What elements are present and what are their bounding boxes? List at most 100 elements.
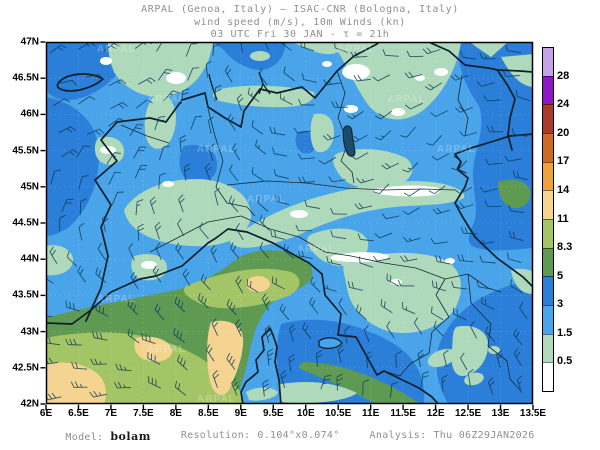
x-tick-label: 6.5E [68, 408, 89, 419]
contour-fill-lt05 [391, 108, 405, 116]
corsica-island [241, 328, 281, 404]
colorbar-segment [543, 190, 553, 220]
watermarks: ARPAL ARPAL ARPAL ARPAL ARPAL ARPAL ARPAL ARPAL… [97, 44, 475, 404]
wind-barbs [46, 42, 530, 401]
colorbar-tick-label: 28 [557, 69, 570, 82]
lake-maggiore [208, 73, 218, 101]
axis-ticks [40, 41, 534, 410]
x-tick-label: 13.5E [519, 408, 547, 419]
regional-border [149, 215, 502, 293]
colorbar-segment [543, 247, 553, 277]
lake-garda [342, 125, 356, 157]
contour-fill-11-14 [134, 336, 173, 362]
contour-fill-lt05 [342, 64, 370, 80]
colorbar-segment [543, 161, 553, 191]
contour-fill-05-15 [511, 268, 533, 294]
x-tick-label: 12.5E [454, 408, 482, 419]
contour-fill-lt05 [290, 210, 308, 218]
y-tick-label: 43N [20, 326, 39, 338]
elba-island [319, 337, 342, 349]
model-label: Model: [65, 432, 104, 443]
contour-fill-05-15 [310, 113, 334, 153]
contour-fill-lt05 [141, 261, 157, 269]
colorbar-tick-label: 11 [557, 212, 569, 225]
title-validtime: 03 UTC Fri 30 JAN - τ = 21h [210, 29, 390, 40]
colorbar-tick-label: 3 [557, 298, 564, 311]
contour-fill-lt05 [344, 105, 358, 113]
graticule [46, 42, 533, 404]
svg-text:ARPAL: ARPAL [97, 44, 136, 55]
contour-fill-05-15 [46, 245, 74, 276]
colorbar-tick-label: 14 [557, 183, 570, 196]
contour-fill-lt05 [415, 75, 425, 81]
y-tick-label: 44.5N [12, 217, 39, 229]
coastline-adriatic [454, 133, 533, 288]
svg-text:ARPAL: ARPAL [337, 44, 376, 55]
svg-text:ARPAL: ARPAL [147, 344, 186, 355]
contour-fill-lt05 [166, 72, 186, 84]
regional-border [207, 108, 256, 217]
regional-border [226, 180, 456, 191]
colorbar-segment [543, 276, 553, 306]
colorbar-tick-label: 24 [557, 98, 570, 111]
coastline-corsica [240, 327, 282, 404]
svg-text:ARPAL: ARPAL [247, 194, 286, 205]
footer-caption: Model: bolam Resolution: 0.104°x0.074° Ana… [0, 430, 600, 443]
x-tick-label: 11E [362, 408, 380, 419]
x-tick-label: 10.5E [325, 408, 352, 419]
figure-titles: ARPAL (Genoa, Italy) – ISAC-CNR (Bologna… [0, 4, 600, 42]
contour-fill-lt05 [434, 68, 448, 76]
colorbar-segment [543, 219, 553, 248]
colorbar-segment [543, 362, 553, 392]
colorbar-segment [543, 305, 553, 334]
y-tick-label: 44N [20, 253, 39, 265]
resolution-label: Resolution: [180, 430, 251, 441]
colorbar-segment [543, 48, 553, 76]
title-organizations: ARPAL (Genoa, Italy) – ISAC-CNR (Bologna… [141, 4, 459, 15]
colorbar-tick-label: 0.5 [557, 355, 573, 368]
contour-fill-05-15 [427, 348, 457, 368]
y-tick-label: 45.5N [12, 145, 39, 157]
svg-text:ARPAL: ARPAL [97, 294, 136, 305]
y-tick-label: 46.5N [12, 72, 39, 84]
wind-speed-map: ARPAL ARPAL ARPAL ARPAL ARPAL ARPAL ARPAL ARPAL… [40, 41, 534, 410]
colorbar-segment [543, 75, 553, 105]
contour-fill-11-14 [246, 276, 270, 292]
svg-text:ARPAL: ARPAL [147, 94, 186, 105]
contour-fill-05-15 [464, 372, 484, 386]
contour-fill-lt05 [445, 258, 455, 264]
y-tick-label: 42.5N [12, 362, 39, 374]
contour-fill-5-8 [498, 179, 531, 209]
national-border-slovenia [497, 70, 516, 151]
x-tick-label: 8.5E [198, 408, 219, 419]
contour-fill-lt05 [100, 57, 112, 65]
analysis-value: Thu 06Z29JAN2026 [433, 430, 535, 441]
contour-fill-5-8 [299, 362, 420, 404]
x-tick-label: 11.5E [390, 408, 416, 419]
y-tick-label: 46N [20, 108, 39, 120]
y-tick-label: 45N [20, 181, 39, 193]
colorbar [542, 47, 554, 392]
analysis-label: Analysis: [369, 430, 427, 441]
svg-text:ARPAL: ARPAL [297, 244, 336, 255]
x-tick-label: 13E [491, 408, 510, 419]
colorbar-segment [543, 333, 553, 363]
model-value: bolam [110, 430, 151, 443]
lake-geneva-outline [56, 73, 104, 92]
y-tick-label: 47N [20, 36, 39, 48]
contour-fill-05-15 [470, 42, 508, 57]
y-tick-label: 43.5N [12, 289, 39, 301]
regional-border [120, 124, 170, 144]
x-tick-label: 12E [426, 408, 445, 419]
title-variable: wind speed (m/s), 10m Winds (kn) [194, 16, 406, 28]
regional-border [457, 74, 469, 137]
national-border-alps [85, 42, 381, 322]
coastline-elba [318, 337, 343, 350]
colorbar-tick-label: 20 [557, 126, 570, 139]
contour-fill-3-5 [46, 97, 99, 236]
contour-fill-8-11 [183, 268, 300, 309]
contour-fill-05-15 [246, 387, 278, 401]
venice-lagoon [453, 155, 467, 174]
svg-text:ARPAL: ARPAL [387, 94, 426, 105]
resolution-value: 0.104°x0.074° [257, 430, 340, 441]
